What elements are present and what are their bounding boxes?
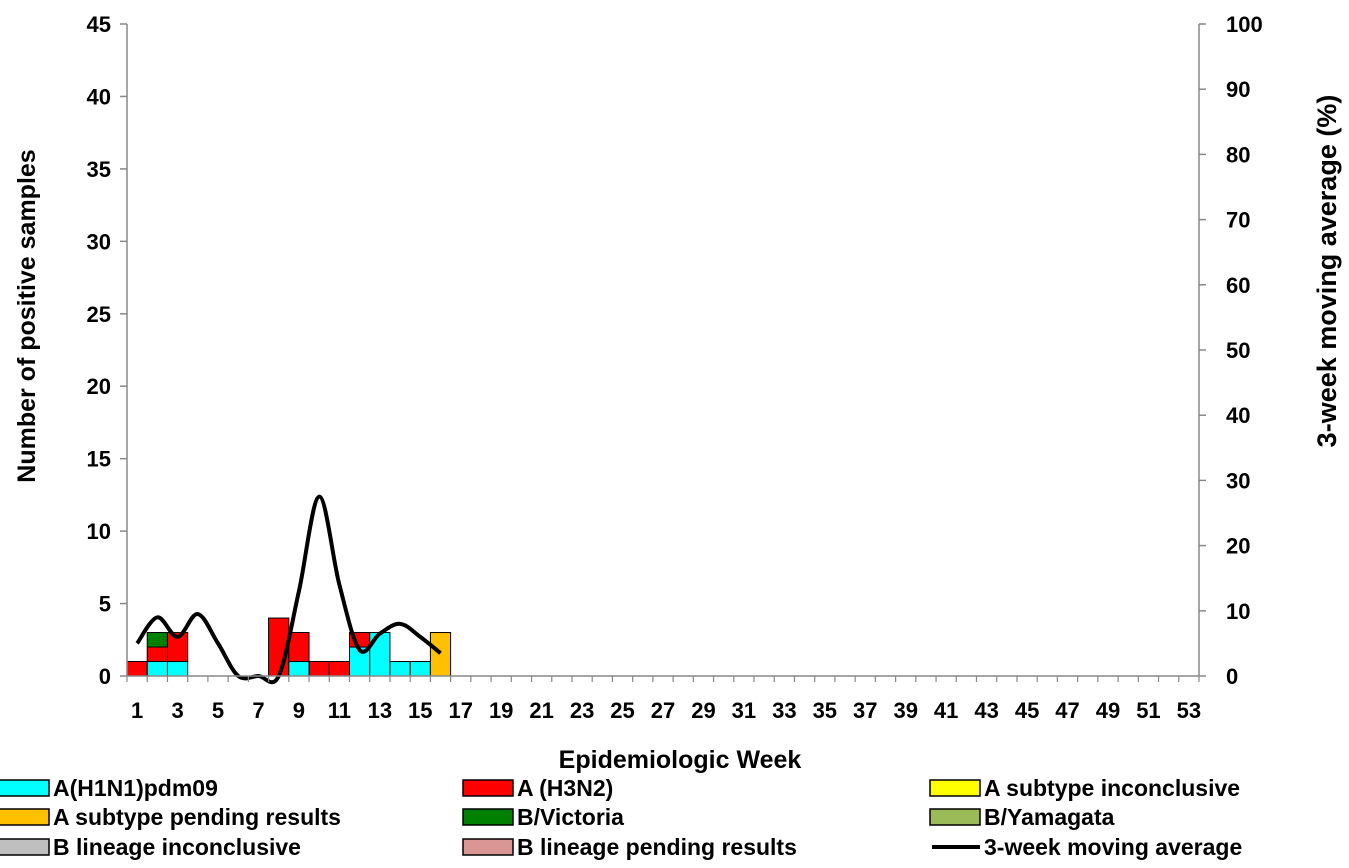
x-tick-label: 23 bbox=[570, 698, 594, 723]
legend-label: B/Victoria bbox=[517, 804, 624, 830]
x-tick-label: 15 bbox=[408, 698, 432, 723]
x-tick-label: 53 bbox=[1177, 698, 1201, 723]
y-tick-label-right: 10 bbox=[1226, 599, 1250, 624]
bar-segment bbox=[308, 661, 330, 677]
x-tick-label: 1 bbox=[131, 698, 143, 723]
x-tick-label: 51 bbox=[1136, 698, 1160, 723]
line-layer bbox=[135, 494, 442, 685]
x-tick-label: 13 bbox=[368, 698, 392, 723]
x-axis-title: Epidemiologic Week bbox=[559, 746, 802, 774]
x-tick-label: 17 bbox=[448, 698, 472, 723]
bar-segment bbox=[288, 661, 310, 677]
y-tick-label-left: 30 bbox=[87, 229, 111, 254]
ticks-layer: 0510152025303540450102030405060708090100… bbox=[87, 12, 1263, 723]
bar-segment bbox=[166, 661, 189, 677]
x-tick-label: 47 bbox=[1055, 698, 1079, 723]
legend-label: A subtype pending results bbox=[53, 804, 341, 830]
y-tick-label-left: 35 bbox=[87, 157, 111, 182]
y-tick-label-right: 100 bbox=[1226, 12, 1263, 37]
legend-swatch bbox=[462, 808, 514, 826]
y-tick-label-right: 30 bbox=[1226, 468, 1250, 493]
y-tick-label-right: 40 bbox=[1226, 403, 1250, 428]
y-tick-label-right: 70 bbox=[1226, 208, 1250, 233]
y-tick-label-left: 15 bbox=[87, 447, 111, 472]
bar-segment bbox=[126, 661, 148, 677]
bar-segment bbox=[328, 661, 350, 677]
bars-layer bbox=[126, 617, 452, 677]
legend-swatch bbox=[462, 838, 514, 856]
bar-segment bbox=[389, 661, 411, 677]
y-tick-label-right: 80 bbox=[1226, 142, 1250, 167]
y-axis-title-right: 3-week moving average (%) bbox=[1312, 95, 1342, 448]
y-axis-title-left: Number of positive samples bbox=[13, 149, 41, 482]
x-tick-label: 5 bbox=[212, 698, 224, 723]
y-tick-label-left: 5 bbox=[99, 592, 111, 617]
legend-label: B/Yamagata bbox=[984, 804, 1115, 830]
x-tick-label: 45 bbox=[1015, 698, 1039, 723]
y-tick-label-right: 0 bbox=[1226, 664, 1238, 689]
x-tick-label: 41 bbox=[934, 698, 958, 723]
y-tick-label-right: 50 bbox=[1226, 338, 1250, 363]
legend-label: A(H1N1)pdm09 bbox=[53, 775, 218, 801]
legend-label: B lineage pending results bbox=[517, 834, 797, 860]
y-tick-label-right: 90 bbox=[1226, 77, 1250, 102]
x-tick-label: 9 bbox=[293, 698, 305, 723]
y-tick-label-left: 0 bbox=[99, 664, 111, 689]
x-tick-label: 19 bbox=[489, 698, 513, 723]
legend-swatch bbox=[0, 838, 50, 856]
y-tick-label-left: 20 bbox=[87, 374, 111, 399]
legend-swatch bbox=[0, 779, 50, 797]
y-tick-label-right: 20 bbox=[1226, 534, 1250, 559]
y-tick-label-left: 40 bbox=[87, 84, 111, 109]
legend-label: 3-week moving average bbox=[984, 834, 1242, 860]
y-tick-label-right: 60 bbox=[1226, 273, 1250, 298]
x-tick-label: 11 bbox=[328, 698, 351, 723]
legend-label: B lineage inconclusive bbox=[53, 834, 301, 860]
legend-swatch bbox=[0, 808, 50, 826]
bar-segment bbox=[146, 646, 168, 663]
x-tick-label: 29 bbox=[691, 698, 715, 723]
legend: A(H1N1)pdm09 A (H3N2) A subtype inconclusi… bbox=[0, 775, 1242, 860]
legend-label: A subtype inconclusive bbox=[984, 775, 1240, 801]
legend-label: A (H3N2) bbox=[517, 775, 613, 801]
bar-segment bbox=[146, 632, 168, 648]
bar-segment bbox=[288, 632, 310, 663]
y-tick-label-left: 45 bbox=[87, 12, 111, 37]
bar-segment bbox=[409, 661, 431, 677]
x-tick-label: 35 bbox=[813, 698, 837, 723]
x-tick-label: 33 bbox=[772, 698, 796, 723]
axes-layer bbox=[126, 24, 1200, 677]
x-tick-label: 25 bbox=[610, 698, 634, 723]
y-tick-label-left: 10 bbox=[87, 519, 111, 544]
moving-average-line bbox=[135, 494, 442, 685]
legend-swatch bbox=[929, 779, 981, 797]
x-tick-label: 3 bbox=[171, 698, 183, 723]
x-tick-label: 31 bbox=[732, 698, 756, 723]
x-tick-label: 49 bbox=[1096, 698, 1120, 723]
x-tick-label: 21 bbox=[529, 698, 553, 723]
legend-swatch bbox=[929, 808, 981, 826]
x-tick-label: 43 bbox=[974, 698, 998, 723]
bar-segment bbox=[429, 632, 452, 677]
legend-swatch bbox=[462, 779, 514, 797]
bar-segment bbox=[166, 632, 189, 663]
x-tick-label: 27 bbox=[651, 698, 675, 723]
x-tick-label: 39 bbox=[893, 698, 917, 723]
x-tick-label: 7 bbox=[252, 698, 264, 723]
y-tick-label-left: 25 bbox=[87, 302, 111, 327]
bar-segment bbox=[146, 661, 168, 677]
x-tick-label: 37 bbox=[853, 698, 877, 723]
